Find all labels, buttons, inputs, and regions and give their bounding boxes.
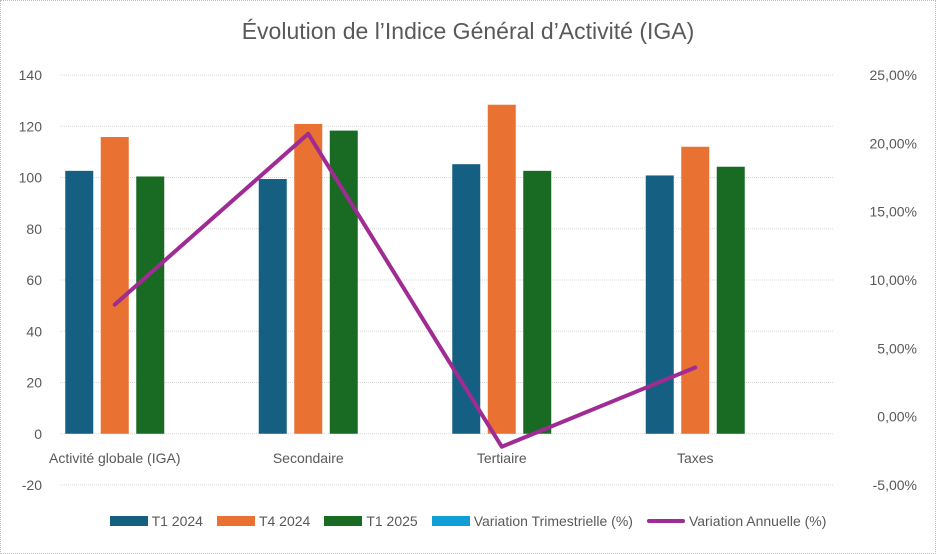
legend-swatch bbox=[324, 516, 363, 526]
bar-t4-2024-1 bbox=[294, 123, 323, 434]
y-tick-label: 40 bbox=[26, 323, 42, 339]
x-category-label: Activité globale (IGA) bbox=[49, 450, 181, 466]
legend-swatch bbox=[216, 516, 255, 526]
x-category-label: Taxes bbox=[677, 450, 714, 466]
legend-item: Variation Trimestrielle (%) bbox=[431, 513, 633, 529]
y2-tick-label: 5,00% bbox=[877, 340, 917, 356]
legend-item: T4 2024 bbox=[216, 513, 311, 529]
y2-tick-label: 25,00% bbox=[870, 67, 917, 83]
bar-t1-2024-2 bbox=[452, 164, 481, 434]
legend-label: T1 2024 bbox=[151, 513, 203, 529]
y-tick-label: 120 bbox=[19, 118, 43, 134]
bar-t4-2024-3 bbox=[681, 146, 710, 434]
bar-t1-2024-0 bbox=[65, 170, 94, 434]
bar-t1-2025-3 bbox=[716, 166, 745, 434]
y2-tick-label: 10,00% bbox=[870, 272, 917, 288]
y2-tick-label: -5,00% bbox=[873, 477, 917, 493]
bar-t4-2024-2 bbox=[487, 104, 516, 434]
chart-title: Évolution de l’Indice Général d’Activité… bbox=[241, 18, 695, 44]
y2-tick-label: 15,00% bbox=[870, 204, 917, 220]
legend-item: T1 2025 bbox=[324, 513, 418, 529]
legend-item: T1 2024 bbox=[109, 513, 203, 529]
legend-label: Variation Annuelle (%) bbox=[688, 513, 827, 529]
chart-legend: T1 2024 T4 2024 T1 2025 Variation Trimestri… bbox=[0, 513, 936, 529]
bar-t4-2024-0 bbox=[100, 137, 129, 434]
y2-tick-label: 0,00% bbox=[877, 409, 917, 425]
legend-swatch bbox=[109, 516, 148, 526]
line-variation-annuelle bbox=[112, 131, 698, 449]
legend-label: T4 2024 bbox=[258, 513, 311, 529]
y-tick-label: 0 bbox=[34, 426, 42, 442]
legend-label: T1 2025 bbox=[366, 513, 418, 529]
bar-t1-2024-3 bbox=[645, 175, 674, 434]
y-tick-label: 60 bbox=[26, 272, 42, 288]
legend-label: Variation Trimestrielle (%) bbox=[473, 513, 633, 529]
bar-t1-2024-1 bbox=[258, 179, 287, 434]
y-tick-label: 80 bbox=[26, 221, 42, 237]
legend-item: Variation Annuelle (%) bbox=[646, 513, 827, 529]
legend-swatch bbox=[646, 519, 685, 523]
x-category-label: Secondaire bbox=[273, 450, 344, 466]
y-tick-label: 100 bbox=[19, 170, 43, 186]
bar-t1-2025-1 bbox=[329, 130, 358, 434]
y-tick-label: 140 bbox=[19, 67, 43, 83]
y2-tick-label: 20,00% bbox=[870, 135, 917, 151]
bar-t1-2025-0 bbox=[136, 176, 165, 434]
legend-swatch bbox=[431, 516, 470, 526]
y-tick-label: -20 bbox=[22, 477, 42, 493]
y-tick-label: 20 bbox=[26, 375, 42, 391]
x-category-label: Tertiaire bbox=[477, 450, 527, 466]
bar-t1-2025-2 bbox=[523, 170, 552, 434]
